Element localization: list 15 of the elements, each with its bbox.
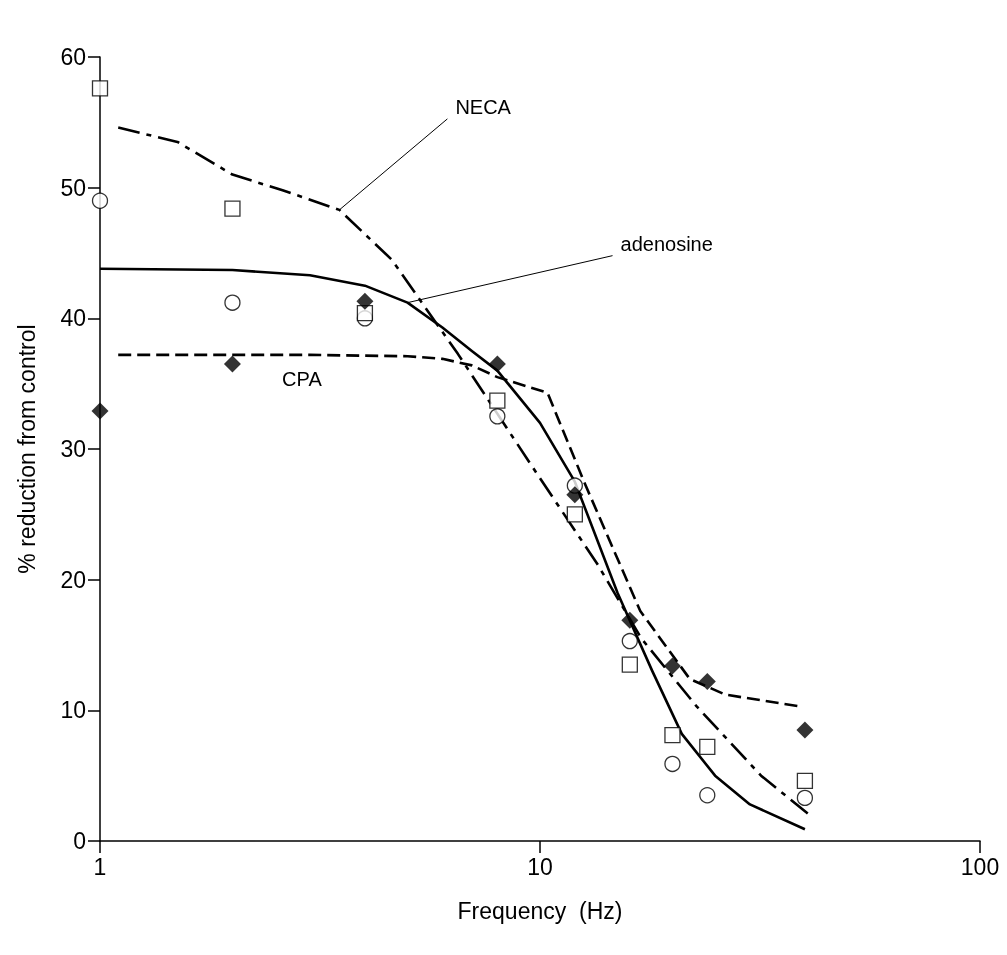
y-axis-title: % reduction from control: [13, 324, 40, 574]
series-label: CPA: [282, 367, 323, 390]
x-tick-label: 1: [93, 853, 107, 880]
text: adenosine: [620, 232, 713, 255]
y-tick-label: 40: [60, 305, 86, 332]
text: NECA: [455, 95, 512, 118]
y-tick-label: 20: [60, 566, 86, 593]
x-tick-label: 10: [527, 853, 553, 880]
x-tick-label: 100: [960, 853, 1000, 880]
y-tick-label: 30: [60, 436, 86, 462]
x-axis-title: Frequency (Hz): [457, 897, 623, 924]
y-tick-label: 10: [60, 697, 86, 724]
y-tick-label: 50: [60, 174, 86, 201]
y-tick-label: 0: [73, 828, 86, 854]
y-tick-label: 60: [60, 44, 86, 70]
